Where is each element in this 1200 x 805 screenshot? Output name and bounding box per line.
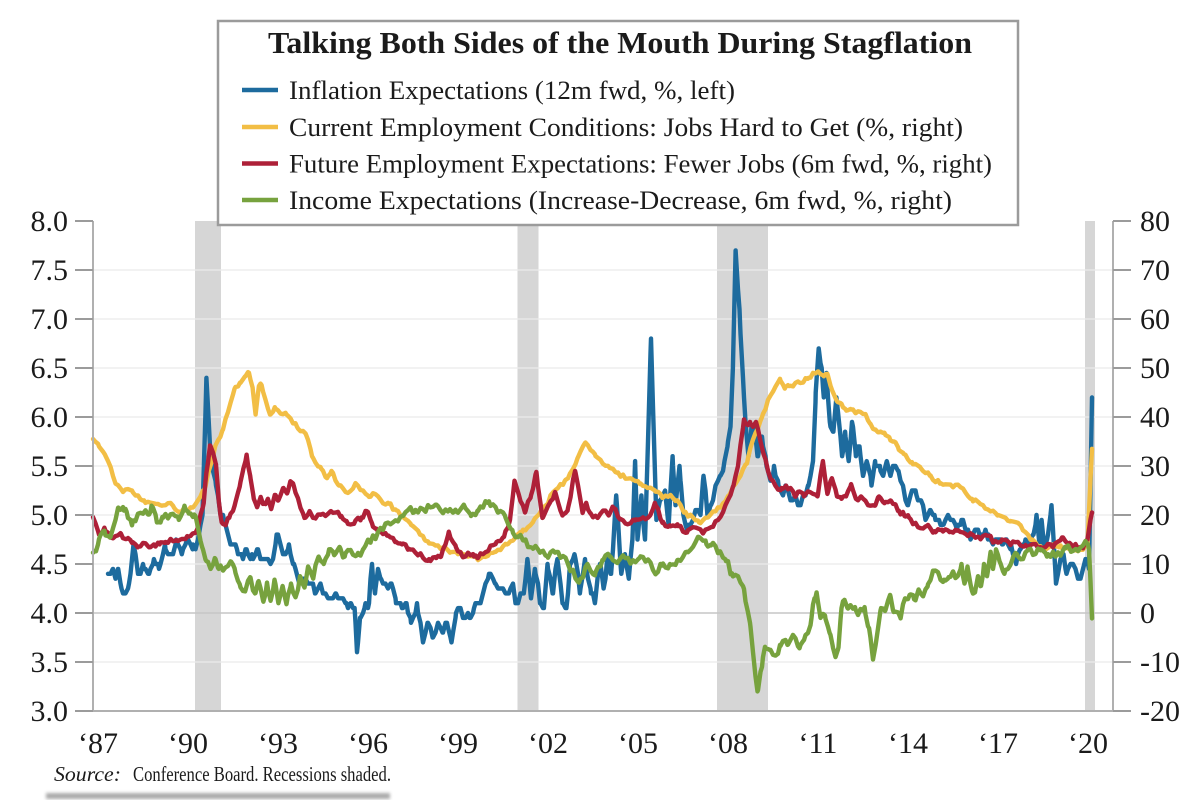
svg-text:20: 20 [1140, 499, 1170, 532]
svg-text:6.0: 6.0 [31, 401, 69, 434]
svg-text:‘93: ‘93 [258, 727, 298, 760]
svg-text:Source:: Source: [54, 762, 121, 786]
svg-text:Current Employment Conditions:: Current Employment Conditions: Jobs Hard… [289, 113, 963, 142]
svg-text:3.0: 3.0 [31, 695, 69, 728]
svg-text:80: 80 [1140, 205, 1170, 238]
svg-text:Talking Both Sides of the Mout: Talking Both Sides of the Mouth During S… [268, 25, 972, 60]
svg-text:10: 10 [1140, 548, 1170, 581]
svg-text:Inflation Expectations (12m fw: Inflation Expectations (12m fwd, %, left… [289, 76, 735, 105]
svg-text:‘14: ‘14 [888, 727, 928, 760]
svg-text:‘87: ‘87 [78, 727, 118, 760]
svg-text:Future Employment Expectations: Future Employment Expectations: Fewer Jo… [289, 150, 992, 179]
svg-text:‘20: ‘20 [1068, 727, 1108, 760]
svg-text:4.5: 4.5 [31, 548, 69, 581]
svg-text:30: 30 [1140, 450, 1170, 483]
svg-text:5.5: 5.5 [31, 450, 69, 483]
svg-text:50: 50 [1140, 352, 1170, 385]
svg-text:‘08: ‘08 [708, 727, 748, 760]
svg-text:3.5: 3.5 [31, 646, 69, 679]
svg-text:5.0: 5.0 [31, 499, 69, 532]
svg-text:70: 70 [1140, 254, 1170, 287]
svg-text:‘99: ‘99 [438, 727, 478, 760]
svg-text:‘96: ‘96 [348, 727, 388, 760]
svg-text:8.0: 8.0 [31, 205, 69, 238]
svg-text:‘02: ‘02 [528, 727, 568, 760]
svg-text:‘11: ‘11 [799, 727, 838, 760]
svg-text:‘17: ‘17 [978, 727, 1018, 760]
svg-text:7.0: 7.0 [31, 303, 69, 336]
svg-text:-10: -10 [1140, 646, 1180, 679]
svg-text:0: 0 [1140, 597, 1155, 630]
svg-text:-20: -20 [1140, 695, 1180, 728]
svg-text:Income Expectations (Increase-: Income Expectations (Increase-Decrease, … [289, 186, 952, 215]
svg-text:6.5: 6.5 [31, 352, 69, 385]
svg-text:‘90: ‘90 [168, 727, 208, 760]
svg-text:Conference Board. Recessions s: Conference Board. Recessions shaded. [133, 762, 391, 786]
svg-text:4.0: 4.0 [31, 597, 69, 630]
svg-text:‘05: ‘05 [618, 727, 658, 760]
svg-text:40: 40 [1140, 401, 1170, 434]
svg-text:60: 60 [1140, 303, 1170, 336]
svg-text:7.5: 7.5 [31, 254, 69, 287]
